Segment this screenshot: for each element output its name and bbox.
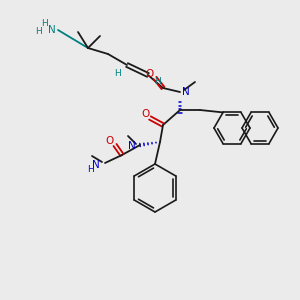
Text: H: H xyxy=(87,166,94,175)
Text: N: N xyxy=(182,87,190,97)
Text: O: O xyxy=(106,136,114,146)
Text: N: N xyxy=(92,160,100,170)
Text: O: O xyxy=(146,69,154,79)
Text: H: H xyxy=(34,26,41,35)
Text: H: H xyxy=(154,77,161,86)
Text: H: H xyxy=(114,68,121,77)
Text: N: N xyxy=(128,141,136,151)
Text: O: O xyxy=(141,109,149,119)
Text: H: H xyxy=(42,20,48,28)
Text: N: N xyxy=(48,25,56,35)
